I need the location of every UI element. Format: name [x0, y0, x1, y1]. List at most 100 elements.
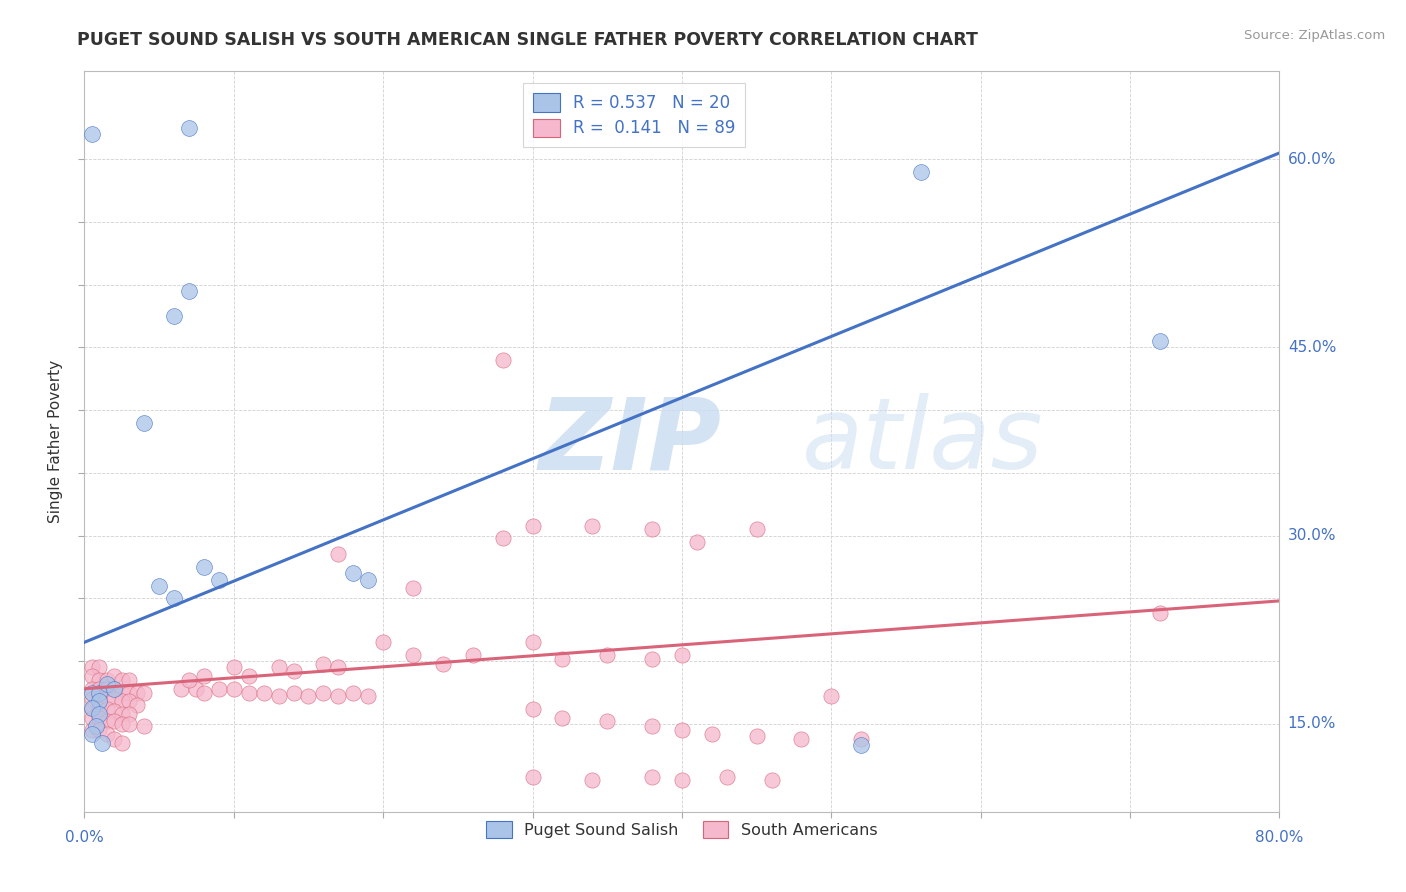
- Point: [522, 702, 544, 716]
- Point: [716, 770, 738, 784]
- Point: [80, 660, 103, 674]
- Point: [111, 706, 134, 721]
- Text: 0.0%: 0.0%: [65, 830, 104, 846]
- Point: [238, 685, 260, 699]
- Point: [125, 685, 148, 699]
- Point: [118, 706, 141, 721]
- Text: 30.0%: 30.0%: [1288, 528, 1336, 543]
- Point: [342, 566, 364, 581]
- Point: [342, 685, 364, 699]
- Point: [89, 702, 111, 716]
- Point: [89, 706, 111, 721]
- Point: [328, 690, 350, 704]
- Point: [80, 691, 103, 706]
- Point: [111, 673, 134, 687]
- Point: [96, 691, 118, 706]
- Point: [312, 685, 335, 699]
- Point: [103, 691, 125, 706]
- Point: [96, 681, 118, 696]
- Text: ZIP: ZIP: [538, 393, 721, 490]
- Point: [267, 690, 290, 704]
- Point: [89, 660, 111, 674]
- Point: [581, 773, 603, 788]
- Point: [492, 353, 515, 368]
- Point: [357, 690, 380, 704]
- Point: [686, 535, 709, 549]
- Point: [596, 714, 619, 729]
- Point: [820, 690, 842, 704]
- Text: 60.0%: 60.0%: [1288, 152, 1336, 167]
- Point: [373, 635, 395, 649]
- Point: [89, 681, 111, 696]
- Point: [208, 573, 231, 587]
- Point: [522, 635, 544, 649]
- Point: [96, 727, 118, 741]
- Point: [132, 719, 156, 733]
- Point: [80, 702, 103, 716]
- Point: [432, 657, 454, 671]
- Point: [641, 770, 664, 784]
- Point: [522, 518, 544, 533]
- Point: [118, 717, 141, 731]
- Point: [671, 648, 693, 662]
- Point: [148, 579, 170, 593]
- Point: [193, 560, 215, 574]
- Point: [125, 698, 148, 712]
- Point: [193, 669, 215, 683]
- Point: [163, 591, 186, 606]
- Point: [96, 714, 118, 729]
- Point: [581, 518, 603, 533]
- Point: [80, 681, 103, 696]
- Point: [80, 127, 103, 141]
- Point: [790, 731, 813, 746]
- Point: [111, 717, 134, 731]
- Point: [357, 573, 380, 587]
- Point: [118, 694, 141, 708]
- Text: 45.0%: 45.0%: [1288, 340, 1336, 355]
- Point: [163, 309, 186, 323]
- Point: [111, 736, 134, 750]
- Point: [551, 710, 574, 724]
- Point: [80, 710, 103, 724]
- Point: [96, 673, 118, 687]
- Point: [89, 694, 111, 708]
- Point: [700, 727, 723, 741]
- Point: [96, 702, 118, 716]
- Text: atlas: atlas: [801, 393, 1043, 490]
- Point: [111, 694, 134, 708]
- Point: [745, 522, 768, 536]
- Point: [910, 165, 932, 179]
- Point: [208, 681, 231, 696]
- Point: [177, 673, 200, 687]
- Point: [132, 416, 156, 430]
- Point: [641, 651, 664, 665]
- Point: [641, 719, 664, 733]
- Point: [186, 681, 208, 696]
- Point: [111, 685, 134, 699]
- Point: [80, 669, 103, 683]
- Point: [170, 681, 193, 696]
- Point: [522, 770, 544, 784]
- Point: [103, 704, 125, 718]
- Point: [103, 714, 125, 729]
- Point: [177, 284, 200, 298]
- Point: [118, 685, 141, 699]
- Point: [267, 660, 290, 674]
- Point: [80, 727, 103, 741]
- Point: [283, 685, 305, 699]
- Point: [103, 681, 125, 696]
- Point: [89, 673, 111, 687]
- Point: [402, 582, 425, 596]
- Point: [222, 681, 245, 696]
- Point: [177, 120, 200, 135]
- Point: [80, 700, 103, 714]
- Point: [103, 731, 125, 746]
- Point: [328, 548, 350, 562]
- Y-axis label: Single Father Poverty: Single Father Poverty: [48, 360, 63, 523]
- Point: [91, 736, 114, 750]
- Point: [89, 723, 111, 738]
- Legend: Puget Sound Salish, South Americans: Puget Sound Salish, South Americans: [479, 814, 884, 845]
- Point: [80, 723, 103, 738]
- Point: [86, 719, 108, 733]
- Point: [193, 685, 215, 699]
